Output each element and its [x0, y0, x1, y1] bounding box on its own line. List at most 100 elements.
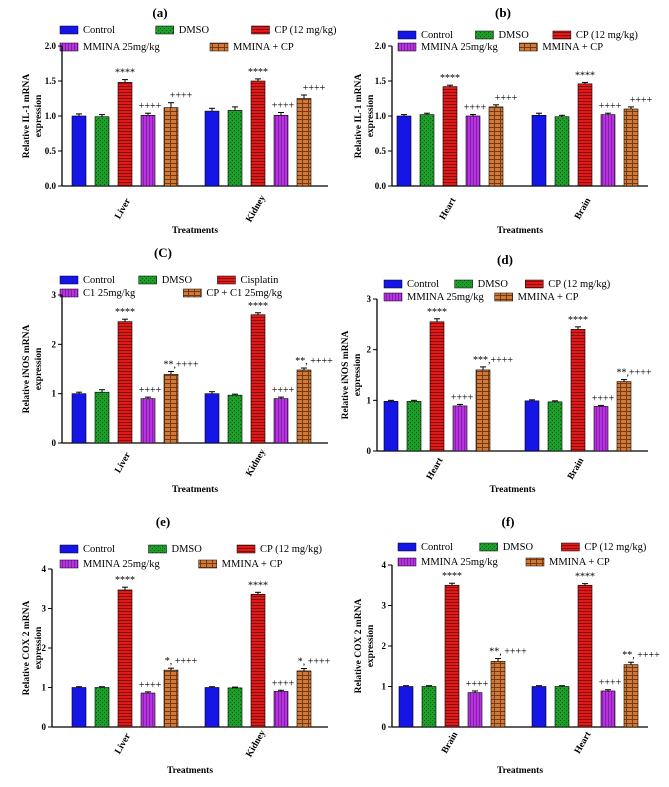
legend-label: MMINA 25mg/kg — [407, 292, 484, 303]
y-tick-label: 1.5 — [45, 76, 57, 86]
y-tick-label: 0 — [367, 446, 372, 456]
legend-swatch — [561, 542, 580, 552]
legend-swatch — [383, 292, 403, 302]
significance-annotation: **** — [442, 571, 462, 582]
y-axis-label-line1: Relative iNOS mRNA — [22, 325, 32, 414]
legend-swatch — [519, 42, 538, 52]
legend-swatch — [525, 279, 544, 289]
bar-control — [204, 110, 220, 187]
category-label-text: Brain — [573, 196, 594, 222]
bar-control — [71, 115, 87, 187]
significance-annotation: ++++ — [139, 385, 162, 396]
bar-control — [524, 400, 540, 452]
category-label-text: Kidney — [245, 728, 269, 759]
y-tick-label: 4 — [382, 560, 387, 570]
legend-label: MMINA 25mg/kg — [83, 559, 160, 570]
chart-panel-5: (f) Control DMSO CP (12 mg/kg) MMINA 25mg/kg… — [354, 514, 660, 776]
bar-cp — [117, 321, 133, 444]
category-label-text: Brain — [440, 730, 461, 756]
bar-control — [71, 687, 87, 728]
legend-label: CP + C1 25mg/kg — [206, 288, 283, 299]
bar-cp — [577, 83, 593, 187]
legend-label: MMINA + CP — [549, 557, 610, 568]
category-label: Kidney — [245, 447, 269, 478]
significance-annotation: ++++ — [464, 103, 487, 114]
legend-label: CP (12 mg/kg) — [274, 25, 337, 36]
legend-swatch — [59, 275, 79, 285]
significance-annotation: **, ++++ — [622, 650, 660, 661]
y-tick-label: 2.0 — [375, 41, 387, 51]
panel-title: (a) — [152, 5, 167, 20]
legend-swatch — [59, 559, 79, 569]
significance-annotation: **** — [248, 580, 268, 591]
legend-label: CP (12 mg/kg) — [548, 279, 611, 290]
bar-cp — [117, 82, 133, 187]
significance-annotation: **** — [568, 315, 588, 326]
bar-control — [383, 401, 399, 452]
legend-swatch — [383, 279, 403, 289]
y-tick-label: 1 — [367, 395, 372, 405]
y-tick-label: 0.5 — [375, 146, 387, 156]
bar-dmso — [94, 391, 110, 444]
bar-control — [531, 686, 547, 728]
category-label: Heart — [573, 730, 594, 756]
significance-annotation: **,++++ — [616, 368, 651, 379]
y-axis-label-line2: expression — [353, 353, 363, 396]
y-tick-label: 0.0 — [375, 181, 387, 191]
legend-swatch — [251, 25, 270, 35]
bar-cp — [442, 86, 458, 187]
bar-mmina — [140, 115, 156, 187]
bar-combo — [296, 670, 312, 728]
panel-title: (f) — [502, 514, 515, 529]
legend-swatch — [155, 25, 174, 35]
legend-label: MMINA + CP — [222, 559, 283, 570]
y-tick-label: 3 — [382, 601, 387, 611]
category-label-text: Heart — [438, 196, 459, 222]
bar-combo — [616, 381, 632, 452]
legend-swatch — [59, 544, 79, 554]
y-axis-label-line1: Relative iNOS mRNA — [341, 331, 351, 420]
bar-mmina — [600, 690, 616, 728]
bar-cp — [577, 584, 593, 728]
category-label-text: Heart — [573, 730, 594, 756]
legend-label: DMSO — [172, 544, 203, 555]
bar-mmina — [467, 692, 483, 728]
bar-dmso — [94, 116, 110, 187]
legend-swatch — [59, 288, 79, 298]
bar-mmina — [593, 406, 609, 452]
bar-control — [204, 687, 220, 728]
y-tick-label: 1 — [382, 682, 387, 692]
legend-swatch — [494, 292, 513, 302]
legend-swatch — [59, 42, 79, 52]
significance-annotation: ++++ — [599, 101, 622, 112]
x-axis-label: Treatments — [489, 485, 535, 495]
chart-panel-0: (a) Control DMSO CP (12 mg/kg) MMINA 25mg/kg… — [22, 5, 337, 236]
y-axis-label: Relative iNOS mRNA expression — [341, 331, 363, 420]
bar-combo — [490, 661, 506, 728]
significance-annotation: **, ++++ — [489, 647, 527, 658]
y-tick-label: 3 — [42, 604, 47, 614]
legend-label: MMINA 25mg/kg — [421, 42, 498, 53]
bar-combo — [163, 374, 179, 444]
legend-swatch — [479, 542, 498, 552]
y-tick-label: 0 — [52, 438, 57, 448]
legend-swatch — [525, 557, 545, 567]
category-label: Brain — [566, 456, 587, 482]
category-label: Heart — [425, 456, 446, 482]
significance-annotation: **** — [575, 572, 595, 583]
bar-cp — [429, 321, 445, 452]
significance-annotation: **** — [115, 575, 135, 586]
significance-annotation: **** — [575, 70, 595, 81]
category-label-text: Liver — [113, 196, 133, 221]
legend-label: CP (12 mg/kg) — [576, 30, 639, 41]
y-tick-label: 2 — [382, 641, 387, 651]
category-label-text: Liver — [113, 450, 133, 475]
y-axis-label-line2: expression — [366, 94, 376, 137]
bar-cp — [570, 329, 586, 452]
category-label-text: Liver — [113, 731, 133, 756]
bar-mmina — [465, 115, 481, 187]
y-tick-label: 0 — [382, 722, 387, 732]
bar-cp — [250, 314, 266, 444]
bar-dmso — [419, 114, 435, 187]
